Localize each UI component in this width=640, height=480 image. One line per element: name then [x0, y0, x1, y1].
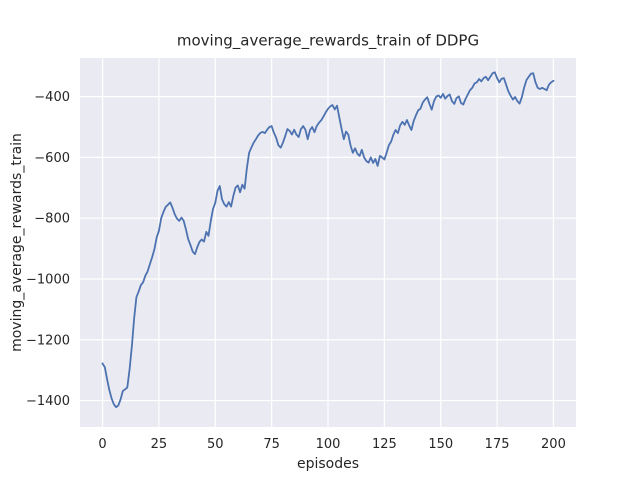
y-tick-label: −800	[34, 212, 70, 227]
y-tick-label: −1200	[26, 333, 70, 348]
x-axis-label: episodes	[297, 456, 359, 472]
x-tick-label: 100	[316, 437, 341, 452]
x-tick-label: 50	[207, 437, 224, 452]
x-tick-label: 150	[428, 437, 453, 452]
y-axis-label: moving_average_rewards_train	[9, 133, 25, 352]
x-tick-label: 25	[151, 437, 168, 452]
x-tick-label: 175	[485, 437, 510, 452]
x-tick-label: 125	[372, 437, 397, 452]
chart-title: moving_average_rewards_train of DDPG	[177, 32, 479, 51]
x-tick-labels: 0 25 50 75 100 125 150 175 200	[98, 437, 565, 452]
y-tick-label: −600	[34, 151, 70, 166]
y-tick-label: −400	[34, 90, 70, 105]
line-series-moving-average-rewards	[101, 71, 555, 409]
x-tick-label: 0	[98, 437, 106, 452]
gridlines	[80, 58, 576, 427]
x-tick-label: 200	[541, 437, 566, 452]
y-tick-label: −1400	[26, 394, 70, 409]
y-tick-label: −1000	[26, 272, 70, 287]
y-tick-labels: −400 −600 −800 −1000 −1200 −1400	[26, 90, 70, 409]
x-tick-label: 75	[263, 437, 280, 452]
